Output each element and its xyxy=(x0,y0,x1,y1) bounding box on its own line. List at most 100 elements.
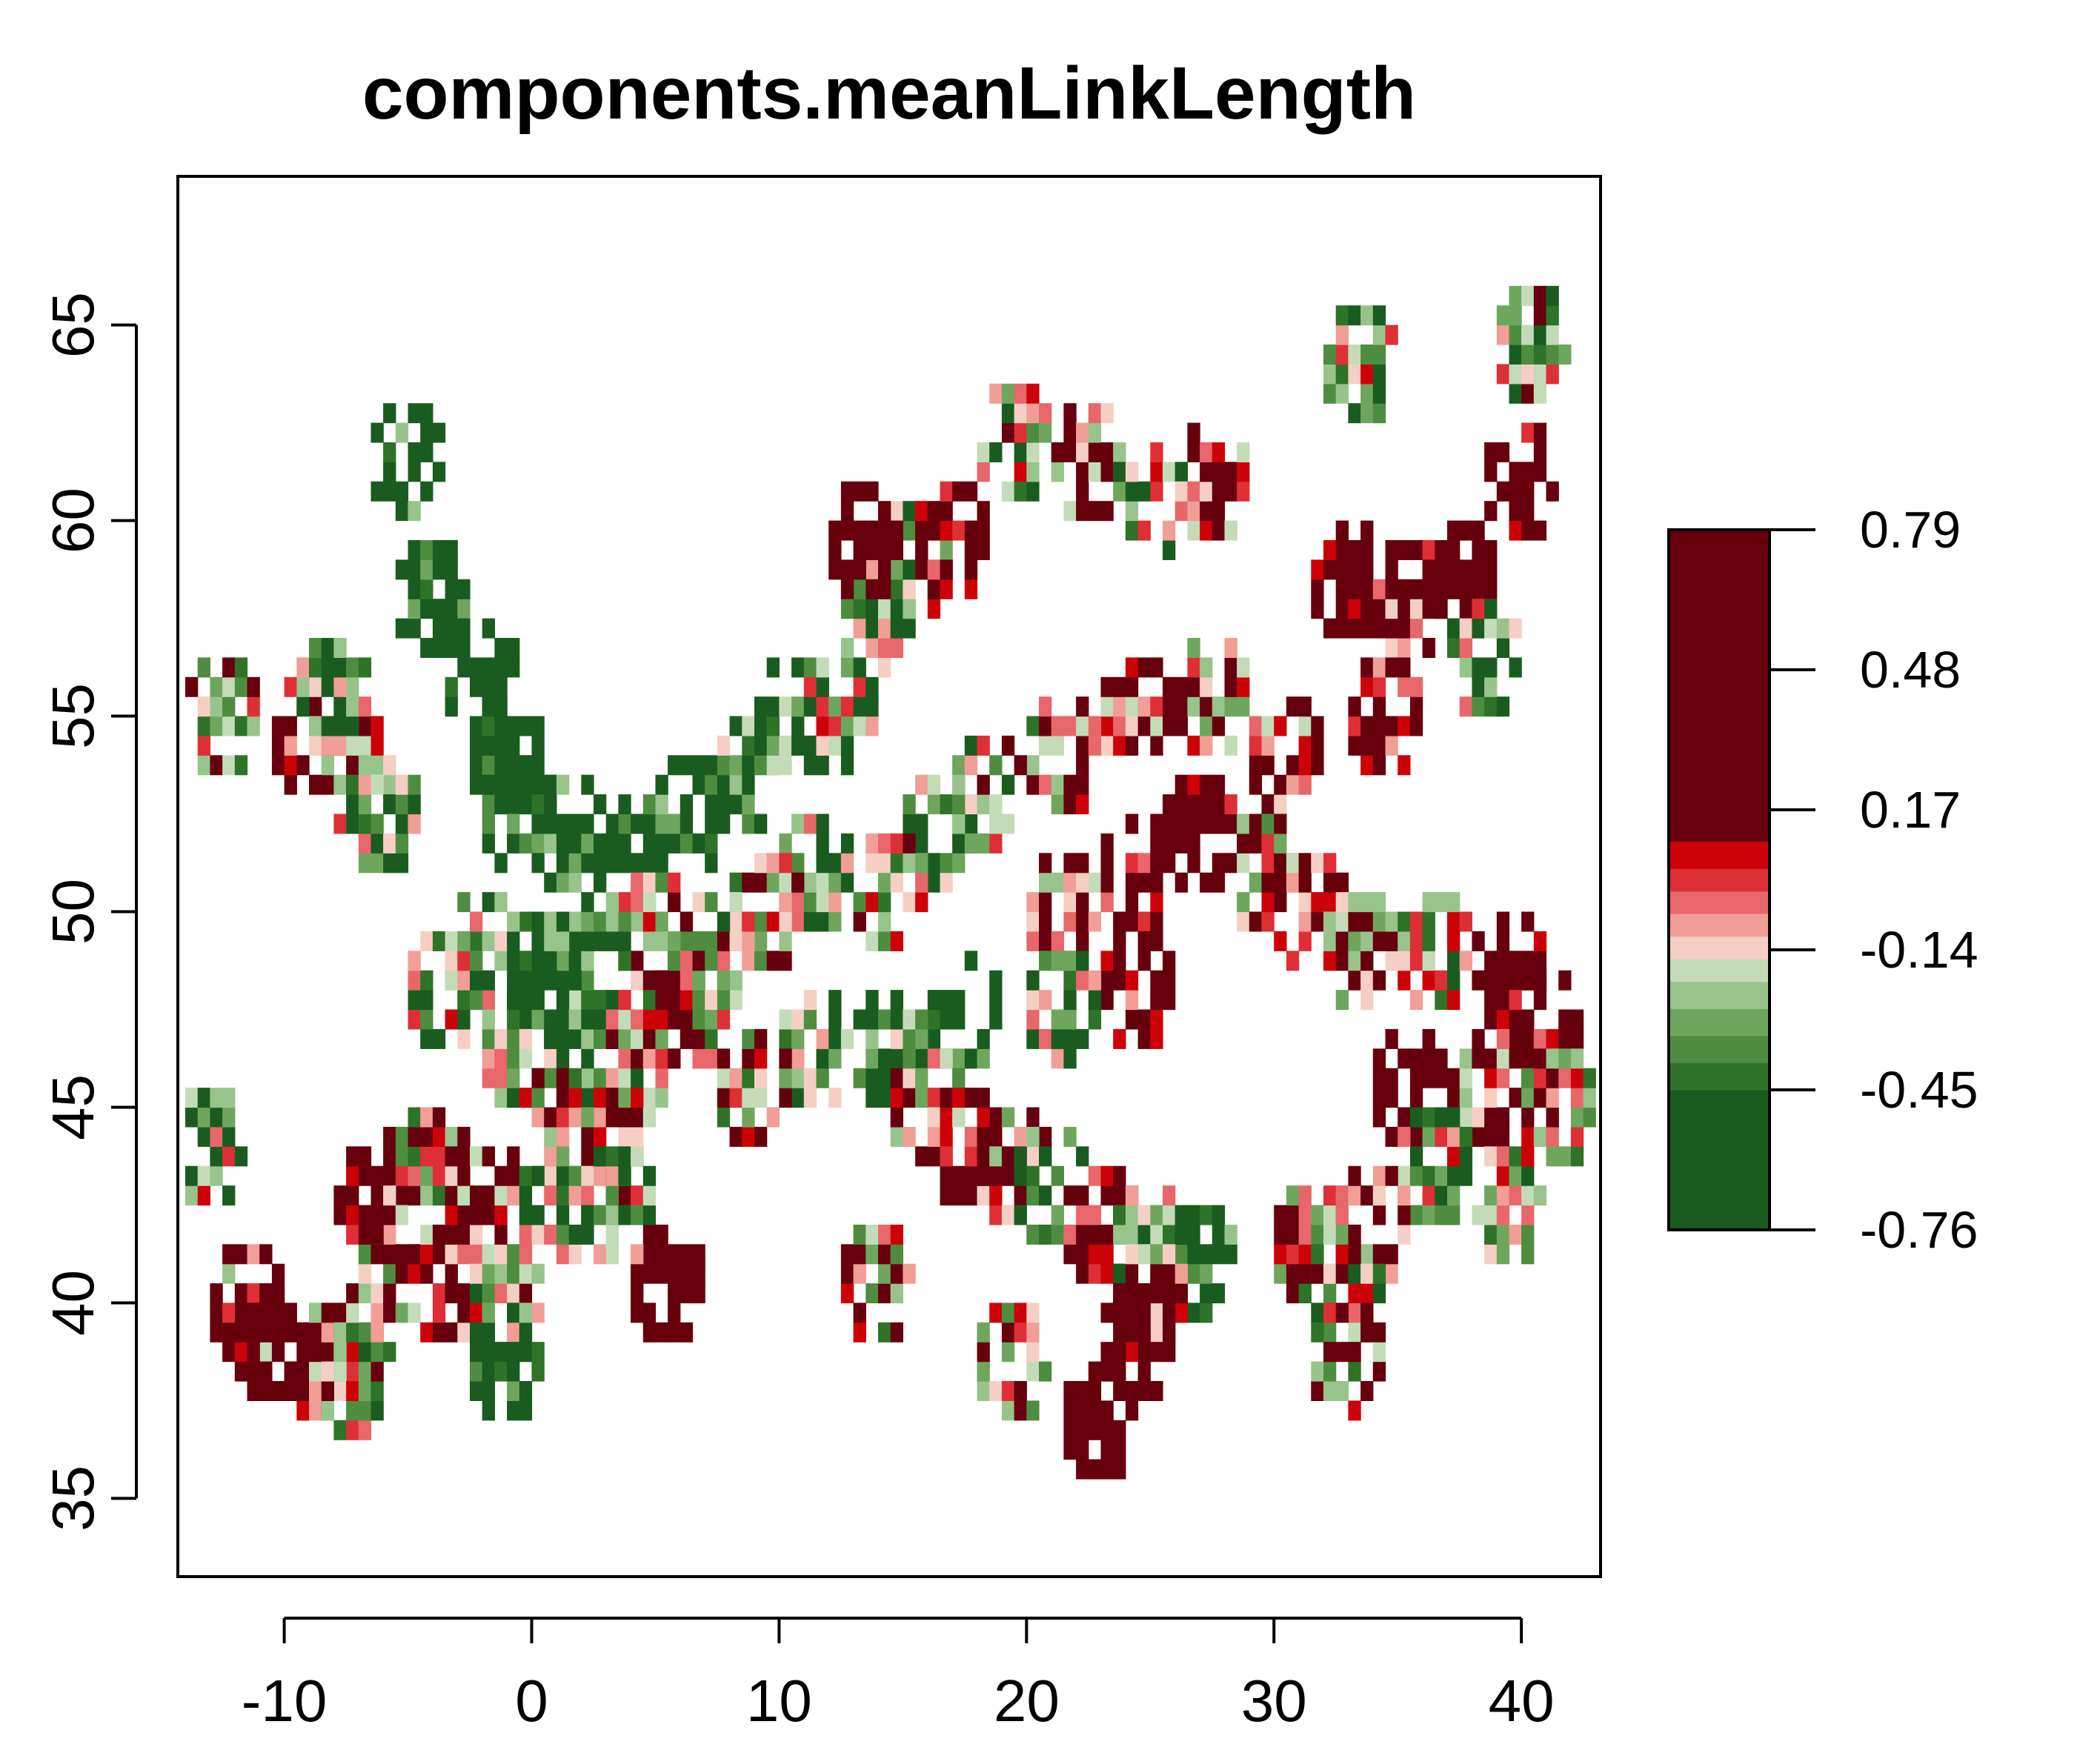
heatmap-cell xyxy=(1521,462,1535,482)
heatmap-cell xyxy=(1026,1302,1040,1323)
heatmap-cell xyxy=(1125,501,1139,522)
heatmap-cell xyxy=(729,931,742,951)
heatmap-cell xyxy=(964,833,978,854)
colorbar-band xyxy=(1669,841,1770,869)
heatmap-cell xyxy=(568,990,582,1011)
heatmap-cell xyxy=(1174,774,1188,795)
heatmap-cell xyxy=(1212,481,1226,502)
heatmap-cell xyxy=(581,1068,594,1088)
heatmap-cell xyxy=(581,1048,594,1069)
heatmap-cell xyxy=(940,794,953,815)
heatmap-cell xyxy=(210,755,223,776)
heatmap-cell xyxy=(1447,540,1461,560)
heatmap-cell xyxy=(482,1028,495,1049)
heatmap-cell xyxy=(1063,1440,1077,1460)
heatmap-cell xyxy=(1187,853,1200,874)
heatmap-cell xyxy=(185,1185,199,1206)
heatmap-cell xyxy=(1521,285,1535,306)
heatmap-cell xyxy=(766,716,780,736)
heatmap-cell xyxy=(1496,481,1510,502)
heatmap-cell xyxy=(507,1048,520,1069)
heatmap-cell xyxy=(865,1068,879,1088)
heatmap-cell xyxy=(1472,520,1485,541)
heatmap-cell xyxy=(371,1381,384,1401)
heatmap-cell xyxy=(1447,931,1461,951)
heatmap-cell xyxy=(903,1028,916,1049)
heatmap-cell xyxy=(1298,1185,1312,1206)
heatmap-cell xyxy=(1335,383,1349,404)
heatmap-cell xyxy=(705,833,718,854)
heatmap-cell xyxy=(1150,931,1163,951)
heatmap-cell xyxy=(803,696,817,717)
heatmap-cell xyxy=(1385,1088,1398,1108)
heatmap-cell xyxy=(420,638,433,658)
heatmap-cell xyxy=(1360,540,1374,560)
heatmap-cell xyxy=(445,676,458,697)
heatmap-cell xyxy=(964,794,978,815)
heatmap-cell xyxy=(1125,911,1139,932)
heatmap-cell xyxy=(717,911,731,932)
heatmap-cell xyxy=(1150,1342,1163,1363)
heatmap-cell xyxy=(1360,970,1374,991)
heatmap-cell xyxy=(1521,422,1535,443)
heatmap-cell xyxy=(1360,755,1374,776)
heatmap-cell xyxy=(420,579,433,599)
heatmap-region xyxy=(1323,305,1398,424)
heatmap-region xyxy=(803,657,879,776)
heatmap-cell xyxy=(519,1342,533,1363)
heatmap-cell xyxy=(482,794,495,815)
heatmap-cell xyxy=(544,1126,557,1147)
heatmap-cell xyxy=(1163,853,1176,874)
heatmap-cell xyxy=(631,814,644,834)
heatmap-cell xyxy=(1509,1048,1522,1069)
heatmap-cell xyxy=(1348,1342,1361,1363)
heatmap-cell xyxy=(1088,501,1102,522)
heatmap-cell xyxy=(803,735,817,756)
heatmap-cell xyxy=(605,1009,619,1030)
heatmap-cell xyxy=(1422,579,1435,599)
heatmap-cell xyxy=(544,1224,557,1245)
heatmap-cell xyxy=(581,774,594,795)
heatmap-cell xyxy=(705,853,718,874)
heatmap-cell xyxy=(581,990,594,1011)
heatmap-cell xyxy=(1174,676,1188,697)
heatmap-cell xyxy=(679,814,694,834)
heatmap-cell xyxy=(197,1126,210,1147)
heatmap-cell xyxy=(1163,1302,1176,1323)
heatmap-cell xyxy=(544,911,557,932)
heatmap-cell xyxy=(568,931,582,951)
heatmap-region xyxy=(333,1126,409,1245)
heatmap-cell xyxy=(1372,735,1386,756)
heatmap-cell xyxy=(1372,599,1386,619)
heatmap-cell xyxy=(754,755,768,776)
heatmap-cell xyxy=(1570,1048,1584,1069)
heatmap-cell xyxy=(705,1009,718,1030)
heatmap-cell xyxy=(1348,364,1361,385)
heatmap-cell xyxy=(531,951,545,971)
heatmap-cell xyxy=(828,892,842,913)
heatmap-cell xyxy=(754,931,768,951)
heatmap-cell xyxy=(1001,1146,1015,1167)
heatmap-cell xyxy=(754,696,768,717)
heatmap-cell xyxy=(717,951,731,971)
heatmap-cell xyxy=(1521,481,1535,502)
heatmap-cell xyxy=(618,833,631,854)
heatmap-cell xyxy=(655,1068,668,1088)
heatmap-cell xyxy=(1360,1302,1374,1323)
heatmap-cell xyxy=(594,1205,607,1225)
heatmap-cell xyxy=(1323,951,1337,971)
heatmap-cell xyxy=(1496,1068,1510,1088)
heatmap-cell xyxy=(556,814,570,834)
heatmap-cell xyxy=(1311,716,1324,736)
heatmap-region xyxy=(1311,1224,1386,1343)
heatmap-cell xyxy=(1521,1107,1535,1128)
colorbar-frame xyxy=(1667,528,1771,1231)
heatmap-cell xyxy=(371,1165,384,1186)
heatmap-cell xyxy=(1249,774,1263,795)
heatmap-cell xyxy=(581,1205,594,1225)
heatmap-cell xyxy=(1163,1205,1176,1225)
heatmap-cell xyxy=(507,774,520,795)
heatmap-cell xyxy=(1521,1126,1535,1147)
heatmap-cell xyxy=(371,1322,384,1343)
heatmap-cell xyxy=(309,638,322,658)
